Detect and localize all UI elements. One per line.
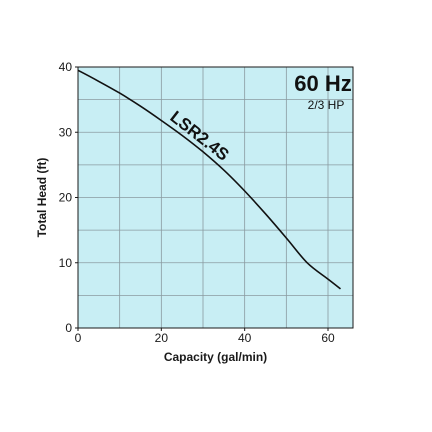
chart-subtitle: 2/3 HP (308, 98, 345, 112)
x-tick-label: 20 (155, 331, 169, 345)
x-tick-label: 0 (75, 331, 82, 345)
y-tick-label: 30 (59, 125, 73, 139)
x-tick-label: 60 (321, 331, 335, 345)
y-tick-label: 20 (59, 191, 73, 205)
x-axis-label: Capacity (gal/min) (164, 350, 267, 364)
x-tick-label: 40 (238, 331, 252, 345)
axis-ticks: 0 20 40 60 0 10 20 30 40 (59, 60, 335, 345)
chart-title: 60 Hz (294, 71, 351, 96)
series-line-lsr2-4s (77, 69, 342, 290)
y-tick-label: 40 (59, 60, 73, 74)
y-axis-label: Total Head (ft) (35, 158, 49, 238)
grid (78, 67, 353, 328)
y-tick-label: 10 (59, 256, 73, 270)
y-tick-label: 0 (65, 321, 72, 335)
